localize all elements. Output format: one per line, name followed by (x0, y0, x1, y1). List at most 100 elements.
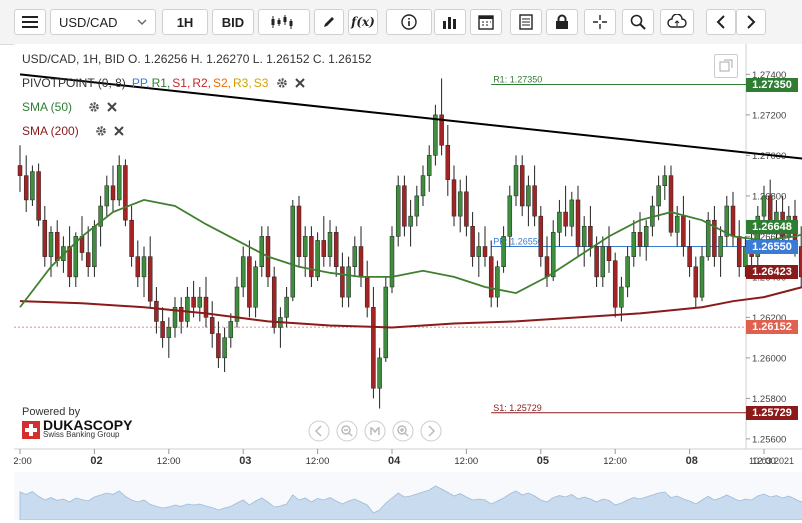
candle-body (736, 236, 742, 267)
candle-body (123, 165, 128, 221)
document-icon (519, 14, 533, 30)
candle-body (526, 185, 531, 207)
timeframe-button[interactable]: 1H (162, 9, 208, 35)
x-tick-label: 12:00 (157, 456, 181, 467)
prev-button[interactable] (706, 9, 736, 35)
close-icon[interactable] (106, 101, 118, 113)
zoom-button[interactable] (622, 9, 654, 35)
fx-label: f(x) (351, 15, 375, 29)
upload-button[interactable] (660, 9, 694, 35)
chart-type-button[interactable] (258, 9, 310, 35)
sma200-legend: SMA (200) (22, 124, 125, 138)
info-icon (401, 14, 417, 30)
news-button[interactable] (510, 9, 542, 35)
zoom-in-icon[interactable] (392, 420, 414, 442)
close-icon[interactable] (113, 125, 125, 137)
reset-icon[interactable] (364, 420, 386, 442)
candle-body (575, 199, 581, 247)
y-tick-label: 1.26000 (752, 353, 786, 364)
indicators-button[interactable]: f(x) (348, 9, 378, 35)
candle-body (85, 252, 91, 267)
cloud-upload-icon (667, 14, 687, 28)
gear-icon[interactable] (88, 101, 100, 113)
candle-body (284, 296, 289, 318)
powered-by: Powered by DUKASCOPY Swiss Banking Group (22, 406, 132, 440)
y-tick-label: 1.27400 (752, 70, 786, 81)
next-button[interactable] (736, 9, 766, 35)
candle-body (228, 321, 234, 338)
candle-body (364, 276, 370, 308)
x-tick-label: 04 (388, 455, 401, 467)
candle-body (513, 165, 519, 197)
candle-body (73, 236, 79, 278)
candle-body (209, 317, 215, 334)
candle-body (395, 185, 401, 237)
price-axis-label: 1.26648 (746, 219, 798, 234)
crosshair-button[interactable] (584, 9, 616, 35)
candle-body (743, 246, 748, 267)
pivot-level-r2: R2, (192, 76, 211, 90)
candle-body (160, 321, 165, 338)
candle-body (755, 215, 761, 257)
candle-body (92, 226, 97, 267)
candle-body (501, 236, 506, 267)
x-end-label: 10.03.2021 (749, 456, 794, 466)
symbol-label: USD/CAD (59, 14, 118, 30)
price-axis-label: 1.26152 (746, 320, 798, 335)
candle-body (433, 114, 438, 156)
expand-button[interactable] (714, 54, 738, 78)
lock-icon (556, 14, 568, 29)
candle-body (377, 357, 382, 389)
calendar-button[interactable] (470, 9, 502, 35)
gear-icon[interactable] (276, 77, 288, 89)
sma50-label: SMA (50) (22, 100, 73, 114)
sma200-label: SMA (200) (22, 124, 79, 138)
brand-sub: Swiss Banking Group (43, 430, 120, 439)
pivot-line-label: S1: 1.25729 (493, 403, 542, 413)
price-chart[interactable]: 1.274001.272001.270001.268001.266001.264… (8, 44, 802, 521)
candle-body (631, 232, 637, 257)
candle-body (625, 256, 630, 288)
price-axis-label: 1.25729 (746, 405, 798, 420)
candle-body (662, 175, 668, 186)
close-icon[interactable] (294, 77, 306, 89)
candle-body (414, 195, 420, 217)
candle-body (668, 175, 674, 233)
candle-body (600, 246, 606, 278)
calendar-icon (478, 15, 494, 30)
chart-area[interactable]: 1.274001.272001.270001.268001.266001.264… (8, 44, 802, 521)
volume-button[interactable] (434, 9, 466, 35)
pivot-name: PIVOTPOINT (0, 8) (22, 76, 126, 90)
candle-body (476, 246, 482, 257)
price-type-button[interactable]: BID (212, 9, 254, 35)
candle-body (234, 286, 240, 322)
candle-body (712, 219, 717, 257)
draw-button[interactable] (314, 9, 344, 35)
candle-body (439, 114, 444, 146)
scroll-left-icon[interactable] (308, 420, 330, 442)
candle-body (569, 199, 575, 227)
candle-body (290, 205, 296, 298)
info-button[interactable] (386, 9, 432, 35)
menu-button[interactable] (14, 9, 46, 35)
candle-body (309, 236, 314, 278)
candle-body (532, 185, 537, 217)
candle-body (464, 191, 469, 227)
candle-body (340, 266, 345, 298)
pivot-level-r1: R1, (151, 76, 171, 90)
candle-body (507, 195, 513, 237)
candle-body (724, 205, 730, 237)
x-tick-label: 08 (686, 455, 698, 467)
candle-body (488, 256, 494, 298)
scroll-right-icon[interactable] (420, 420, 442, 442)
lock-button[interactable] (546, 9, 578, 35)
trendline[interactable] (19, 73, 802, 191)
candle-body (141, 256, 147, 278)
symbol-selector[interactable]: USD/CAD (50, 9, 156, 35)
candle-body (30, 171, 35, 201)
zoom-out-icon[interactable] (336, 420, 358, 442)
gear-icon[interactable] (95, 125, 107, 137)
x-tick-label: 12:00 (14, 456, 32, 467)
candle-body (445, 145, 451, 180)
candle-body (557, 211, 562, 233)
